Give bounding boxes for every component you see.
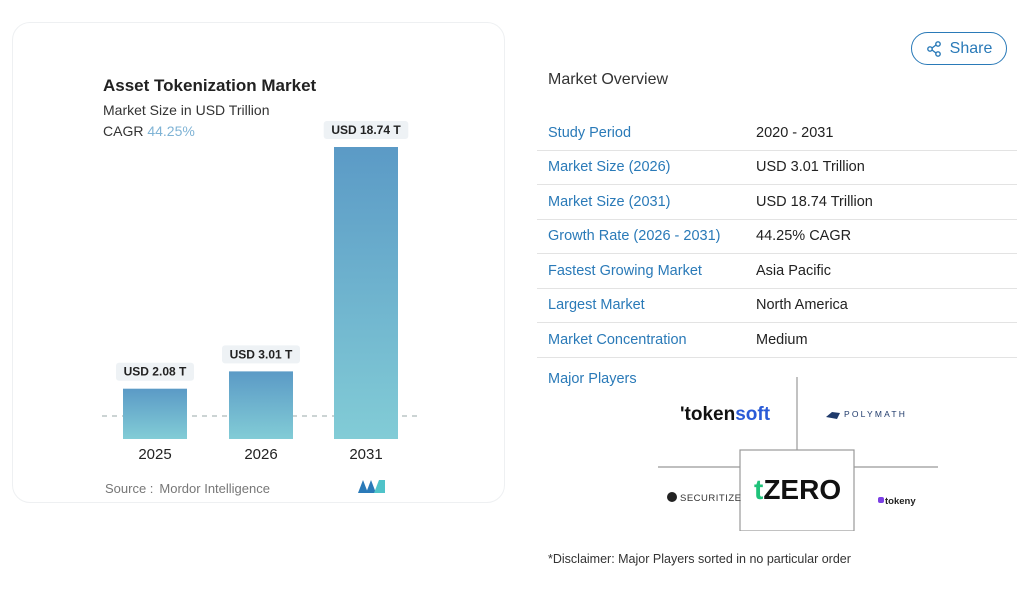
- row-value: 44.25% CAGR: [756, 228, 852, 245]
- data-label-bg: [222, 345, 300, 364]
- share-label: Share: [949, 39, 993, 57]
- tokeny-icon: [878, 497, 884, 503]
- row-label: Market Size (2031): [548, 193, 671, 210]
- row-value: 2020 - 2031: [756, 124, 834, 141]
- chart-title: Asset Tokenization Market: [103, 76, 317, 95]
- chart-subtitle: Market Size in USD Trillion: [103, 102, 270, 118]
- row-value: USD 18.74 Trillion: [756, 193, 873, 210]
- data-label-bg: [323, 121, 409, 139]
- polymath-icon: [826, 412, 840, 419]
- table-row: Market Concentration Medium: [537, 323, 1017, 358]
- disclaimer: *Disclaimer: Major Players sorted in no …: [548, 552, 851, 566]
- mordor-logo-icon: [358, 480, 385, 493]
- bar-2026: [229, 371, 293, 439]
- data-label: USD 2.08 T: [124, 365, 187, 379]
- x-tick-label: 2026: [244, 446, 277, 463]
- source-label: Source :: [105, 481, 154, 496]
- x-tick-label: 2025: [138, 446, 171, 463]
- major-players-logos: 'tokensoft POLYMATH SECURITIZE tZERO tok…: [658, 377, 938, 531]
- securitize-icon: [667, 492, 677, 502]
- logo-tokensoft: 'tokensoft: [680, 404, 771, 425]
- cagr: CAGR 44.25%: [103, 123, 195, 139]
- bar-chart: USD 2.08 T 2025 USD 3.01 T 2026 USD 18.74 T 2…: [102, 121, 420, 463]
- share-icon: [926, 40, 941, 57]
- row-label: Market Concentration: [548, 331, 687, 348]
- row-label: Growth Rate (2026 - 2031): [548, 228, 721, 245]
- cagr-label: CAGR: [103, 123, 144, 139]
- major-players-label: Major Players: [548, 371, 637, 387]
- bar-2025: [123, 388, 187, 439]
- table-row: Growth Rate (2026 - 2031) 44.25% CAGR: [537, 220, 1017, 254]
- table-row: Market Size (2031) USD 18.74 Trillion: [537, 185, 1017, 220]
- source-value: Mordor Intelligence: [159, 481, 270, 496]
- table-row: Market Size (2026) USD 3.01 Trillion: [537, 151, 1017, 185]
- logo-tzero: tZERO: [754, 474, 841, 505]
- data-label: USD 3.01 T: [230, 347, 293, 361]
- row-label: Fastest Growing Market: [548, 262, 702, 279]
- cagr-value: 44.25%: [147, 123, 195, 139]
- table-row: Study Period 2020 - 2031: [537, 116, 1017, 151]
- row-value: USD 3.01 Trillion: [756, 159, 865, 176]
- logo-polymath: POLYMATH: [844, 409, 907, 419]
- table-row: Largest Market North America: [537, 289, 1017, 323]
- row-value: Medium: [756, 331, 808, 348]
- x-tick-label: 2031: [349, 446, 382, 463]
- row-label: Largest Market: [548, 297, 645, 314]
- data-label: USD 18.74 T: [331, 123, 401, 137]
- row-label: Market Size (2026): [548, 159, 671, 176]
- row-value: Asia Pacific: [756, 262, 831, 279]
- overview-title: Market Overview: [548, 71, 669, 88]
- table-row: Fastest Growing Market Asia Pacific: [537, 254, 1017, 289]
- row-label: Study Period: [548, 124, 632, 141]
- overview-table: Study Period 2020 - 2031 Market Size (202…: [537, 116, 1017, 358]
- logo-securitize: SECURITIZE: [680, 493, 741, 504]
- bar-2031: [334, 147, 398, 439]
- source: Source : Mordor Intelligence: [105, 481, 270, 496]
- data-label-bg: [116, 362, 194, 381]
- logo-tokeny: tokeny: [885, 496, 916, 507]
- share-button[interactable]: Share: [911, 32, 1007, 65]
- row-value: North America: [756, 297, 848, 314]
